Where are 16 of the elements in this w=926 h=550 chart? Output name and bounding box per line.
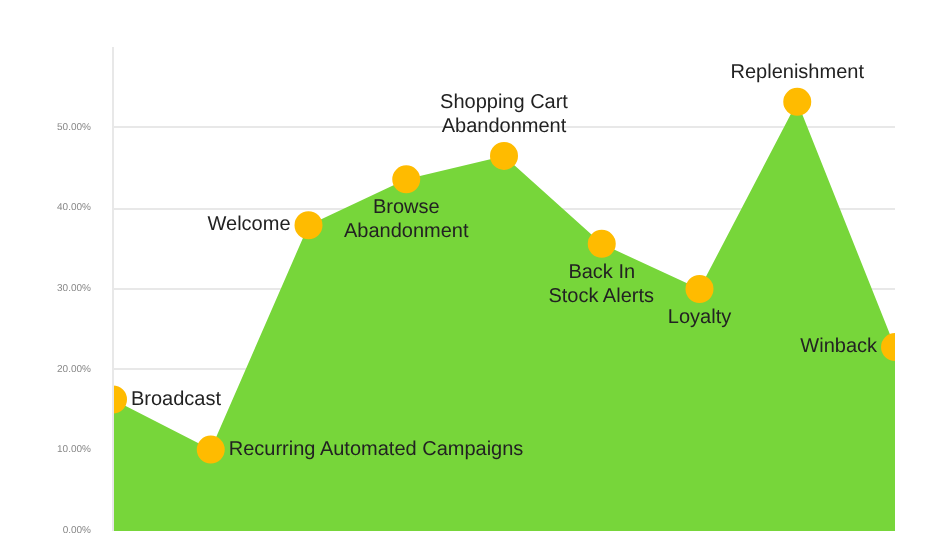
annotation: Back In Stock Alerts [548, 261, 655, 309]
point [294, 211, 323, 240]
annotation: Recurring Automated Campaigns [228, 438, 524, 461]
point [685, 275, 714, 303]
annotation: Replenishment [730, 61, 865, 84]
annotation: Shopping Cart Abandonment [440, 91, 569, 138]
annotation: Welcome [207, 214, 292, 237]
point [490, 141, 518, 170]
point [196, 435, 225, 464]
point [783, 87, 812, 116]
annotation: Broadcast [131, 388, 222, 411]
annotation: Browse Abandonment [343, 197, 469, 244]
point [392, 165, 421, 194]
point [587, 229, 616, 258]
annotation: Loyalty [667, 307, 732, 329]
annotation: Winback [800, 336, 879, 359]
